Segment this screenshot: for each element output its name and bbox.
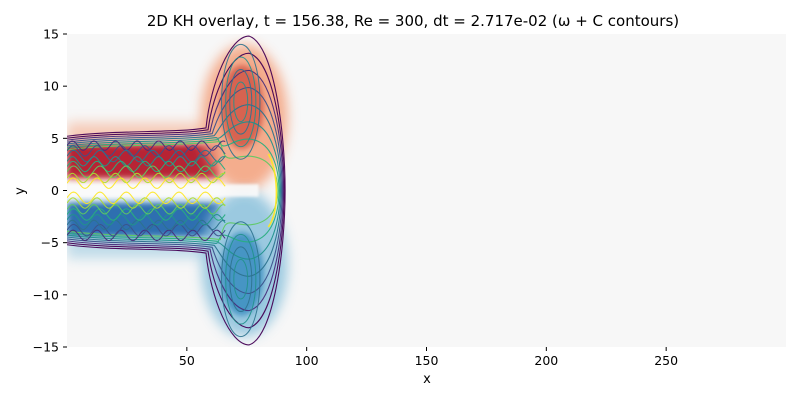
contour-envelope	[67, 104, 282, 277]
contour-lower-vortex	[233, 258, 249, 300]
contour-envelope	[67, 52, 285, 329]
y-tick-label: −10	[33, 287, 59, 302]
contour-upper-shear	[67, 156, 226, 167]
contour-upper-shear	[67, 145, 226, 157]
contour-envelope	[67, 86, 283, 295]
contour-envelope	[67, 35, 286, 346]
contour-upper-shear	[67, 177, 226, 189]
x-tick-label: 200	[534, 353, 558, 368]
x-tick-label: 250	[654, 353, 678, 368]
contour-envelope	[67, 121, 281, 260]
x-axis: 50 100 150 200 250	[179, 347, 678, 368]
y-tick-label: 10	[43, 79, 59, 94]
x-tick-label: 100	[295, 353, 319, 368]
contour-envelope	[67, 138, 280, 243]
plot-area	[67, 34, 786, 347]
contour-upper-vortex	[229, 68, 253, 135]
y-tick-label: 0	[51, 183, 59, 198]
contour-upper-shear	[67, 160, 226, 173]
y-tick-label: 5	[51, 131, 59, 146]
contour-upper-shear	[67, 140, 226, 151]
contour-lower-shear	[67, 204, 226, 215]
contour-lower-vortex	[229, 246, 253, 313]
contour-lower-vortex	[225, 233, 257, 325]
contour-lower-shear	[67, 223, 226, 237]
chart-title: 2D KH overlay, t = 156.38, Re = 300, dt …	[147, 12, 679, 30]
x-tick-label: 150	[415, 353, 439, 368]
contour-lower-shear	[67, 191, 226, 205]
contour-upper-shear	[67, 172, 226, 184]
x-tick-label: 50	[179, 353, 195, 368]
contour-upper-vortex	[225, 56, 257, 148]
contour-envelope	[67, 140, 279, 241]
y-axis: 15 10 5 0 −5 −10 −15	[33, 27, 67, 355]
positive-vortex-core	[220, 65, 264, 149]
contour-upper-vortex	[221, 43, 261, 160]
center-gap	[67, 184, 259, 197]
negative-vortex-core	[220, 232, 264, 316]
x-axis-label: x	[423, 372, 431, 387]
concentration-contours	[67, 35, 286, 346]
contour-front	[267, 153, 278, 228]
contour-upper-shear	[67, 165, 226, 178]
contour-lower-shear	[67, 208, 226, 221]
contour-envelope	[67, 69, 284, 312]
contour-lower-vortex	[221, 221, 261, 338]
y-tick-label: 15	[43, 27, 59, 42]
contour-lower-shear	[67, 219, 226, 231]
y-tick-label: −5	[41, 235, 59, 250]
y-axis-label: y	[13, 187, 28, 195]
contour-upper-vortex	[233, 81, 249, 123]
contour-upper-shear	[67, 149, 226, 163]
y-tick-label: −15	[33, 340, 59, 355]
